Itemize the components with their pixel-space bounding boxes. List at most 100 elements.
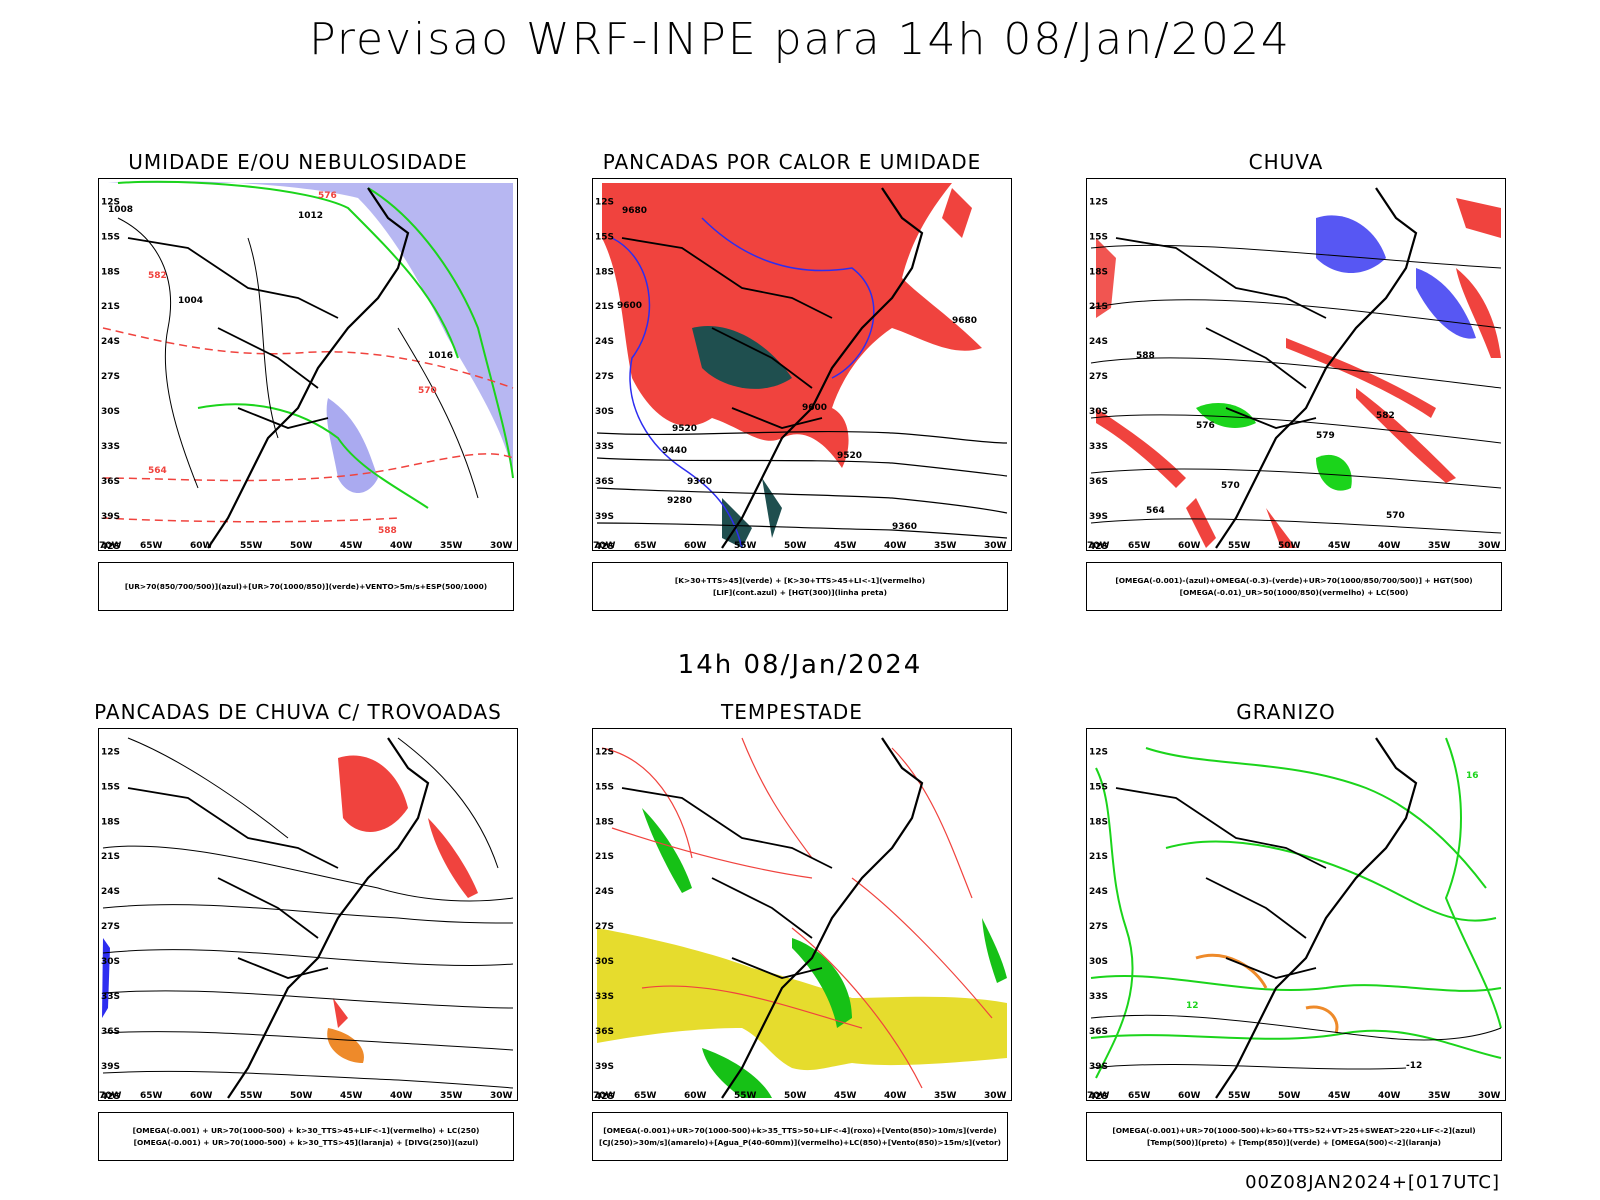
contour-label: 564 [148, 466, 167, 476]
lon-tick-label: 45W [340, 1091, 363, 1101]
lat-tick-label: 39S [1089, 1062, 1108, 1072]
lat-tick-label: 39S [595, 512, 614, 522]
contour-label: 9600 [617, 301, 642, 311]
lat-tick-label: 42S [1089, 1092, 1108, 1101]
lat-tick-label: 24S [101, 337, 120, 347]
convection-area [602, 183, 982, 468]
lat-tick-label: 42S [101, 1092, 120, 1101]
coastline [1215, 737, 1418, 1099]
lon-tick-label: 60W [1178, 541, 1201, 551]
lon-tick-label: 40W [390, 541, 413, 551]
legend: [OMEGA(-0.001)+UR>70(1000-500)+k>35_TTS>… [592, 1112, 1008, 1161]
lat-tick-label: 30S [595, 407, 614, 417]
contour-label: 12 [1186, 1001, 1199, 1011]
lon-tick-label: 55W [1228, 1091, 1251, 1101]
lon-tick-label: 70W [593, 541, 616, 551]
lon-tick-label: 40W [884, 541, 907, 551]
lat-tick-label: 15S [595, 782, 614, 792]
coastline [227, 737, 430, 1099]
lon-tick-label: 50W [1278, 541, 1301, 551]
legend-line: [Temp(500)](preto) + [Temp(850)](verde) … [1146, 1137, 1442, 1147]
legend-line: [OMEGA(-0.01)_UR>50(1000/850)(vermelho) … [1179, 587, 1409, 597]
lat-tick-label: 15S [101, 232, 120, 242]
convection-area [692, 326, 792, 389]
lon-tick-label: 55W [240, 541, 263, 551]
lon-tick-label: 45W [1328, 1091, 1351, 1101]
lon-tick-label: 35W [440, 1091, 463, 1101]
lat-tick-label: 24S [595, 887, 614, 897]
lon-tick-label: 45W [834, 541, 857, 551]
panel-title: PANCADAS POR CALOR E UMIDADE [602, 150, 982, 174]
legend: [OMEGA(-0.001)+UR>70(1000-500)+k>60+TTS>… [1086, 1112, 1502, 1161]
lat-tick-label: 12S [595, 197, 614, 207]
contour-label: 1008 [108, 205, 133, 215]
contour-label: 16 [1466, 771, 1479, 781]
lon-tick-label: 30W [1478, 1091, 1501, 1101]
lat-tick-label: 33S [1089, 442, 1108, 452]
legend: [UR>70(850/700/500)](azul)+[UR>70(1000/8… [98, 562, 514, 611]
lat-tick-label: 12S [101, 197, 120, 207]
lon-tick-label: 35W [934, 1091, 957, 1101]
lat-tick-label: 27S [1089, 372, 1108, 382]
lat-tick-label: 42S [1089, 542, 1108, 551]
map-pancadas-calor: 9680 9680 9600 9600 9520 9520 9440 9360 … [592, 178, 1012, 551]
panel-trovoadas: PANCADAS DE CHUVA C/ TROVOADAS 12S 15S 18S… [78, 700, 518, 1175]
lat-tick-label: 18S [101, 267, 120, 277]
lat-tick-label: 33S [595, 442, 614, 452]
lat-tick-label: 15S [101, 782, 120, 792]
panel-pancadas-calor: PANCADAS POR CALOR E UMIDADE 9680 9680 9… [572, 150, 1012, 625]
lat-tick-label: 27S [595, 372, 614, 382]
lon-tick-label: 30W [984, 541, 1007, 551]
lat-tick-label: 30S [1089, 407, 1108, 417]
lon-tick-label: 30W [1478, 541, 1501, 551]
legend-line: [K>30+TTS>45](verde) + [K>30+TTS>45+LI<-… [674, 575, 926, 585]
contour-label: 9600 [802, 403, 827, 413]
lat-tick-label: 21S [595, 852, 614, 862]
contour-label: 564 [1146, 506, 1165, 516]
lat-tick-label: 39S [595, 1062, 614, 1072]
jet-area [597, 928, 1007, 1071]
coastline [721, 737, 924, 1099]
lon-tick-label: 45W [1328, 541, 1351, 551]
lon-tick-label: 50W [784, 1091, 807, 1101]
contour-label: 576 [1196, 421, 1215, 431]
lon-tick-label: 40W [1378, 1091, 1401, 1101]
contour-label: -12 [1406, 1061, 1422, 1071]
lat-tick-label: 21S [1089, 852, 1108, 862]
contour-label: 9360 [892, 522, 917, 532]
lon-tick-label: 50W [290, 1091, 313, 1101]
lat-tick-label: 21S [101, 852, 120, 862]
lat-tick-label: 24S [595, 337, 614, 347]
lat-tick-label: 30S [595, 957, 614, 967]
panel-granizo: GRANIZO 12 16 -12 12S 15S 18S 21S 24S 27S 30S 3… [1066, 700, 1506, 1175]
legend: [K>30+TTS>45](verde) + [K>30+TTS>45+LI<-… [592, 562, 1008, 611]
lon-tick-label: 70W [593, 1091, 616, 1101]
lon-tick-label: 70W [1087, 541, 1110, 551]
lon-tick-label: 70W [99, 1091, 122, 1101]
contour-label: 1012 [298, 211, 323, 221]
legend: [OMEGA(-0.001)-(azul)+OMEGA(-0.3)-(verde… [1086, 562, 1502, 611]
lat-tick-label: 15S [1089, 782, 1108, 792]
lon-tick-label: 65W [634, 541, 657, 551]
lat-tick-label: 39S [101, 512, 120, 522]
lon-tick-label: 50W [784, 541, 807, 551]
panel-title: GRANIZO [1236, 700, 1336, 724]
humidity-area [326, 398, 378, 493]
lat-tick-label: 27S [595, 922, 614, 932]
lat-tick-label: 30S [1089, 957, 1108, 967]
contour-label: 9360 [687, 477, 712, 487]
lon-tick-label: 35W [1428, 541, 1451, 551]
lat-tick-label: 42S [101, 542, 120, 551]
lat-tick-label: 42S [595, 1092, 614, 1101]
lon-tick-label: 40W [390, 1091, 413, 1101]
lon-tick-label: 55W [1228, 541, 1251, 551]
lat-tick-label: 12S [1089, 197, 1108, 207]
lon-tick-label: 60W [190, 541, 213, 551]
contour-label: 582 [1376, 411, 1395, 421]
lat-tick-label: 24S [1089, 337, 1108, 347]
valid-time-label: 14h 08/Jan/2024 [677, 650, 923, 680]
lat-tick-label: 12S [595, 747, 614, 757]
lat-tick-label: 12S [1089, 747, 1108, 757]
legend-line: [OMEGA(-0.001)-(azul)+OMEGA(-0.3)-(verde… [1115, 575, 1473, 585]
